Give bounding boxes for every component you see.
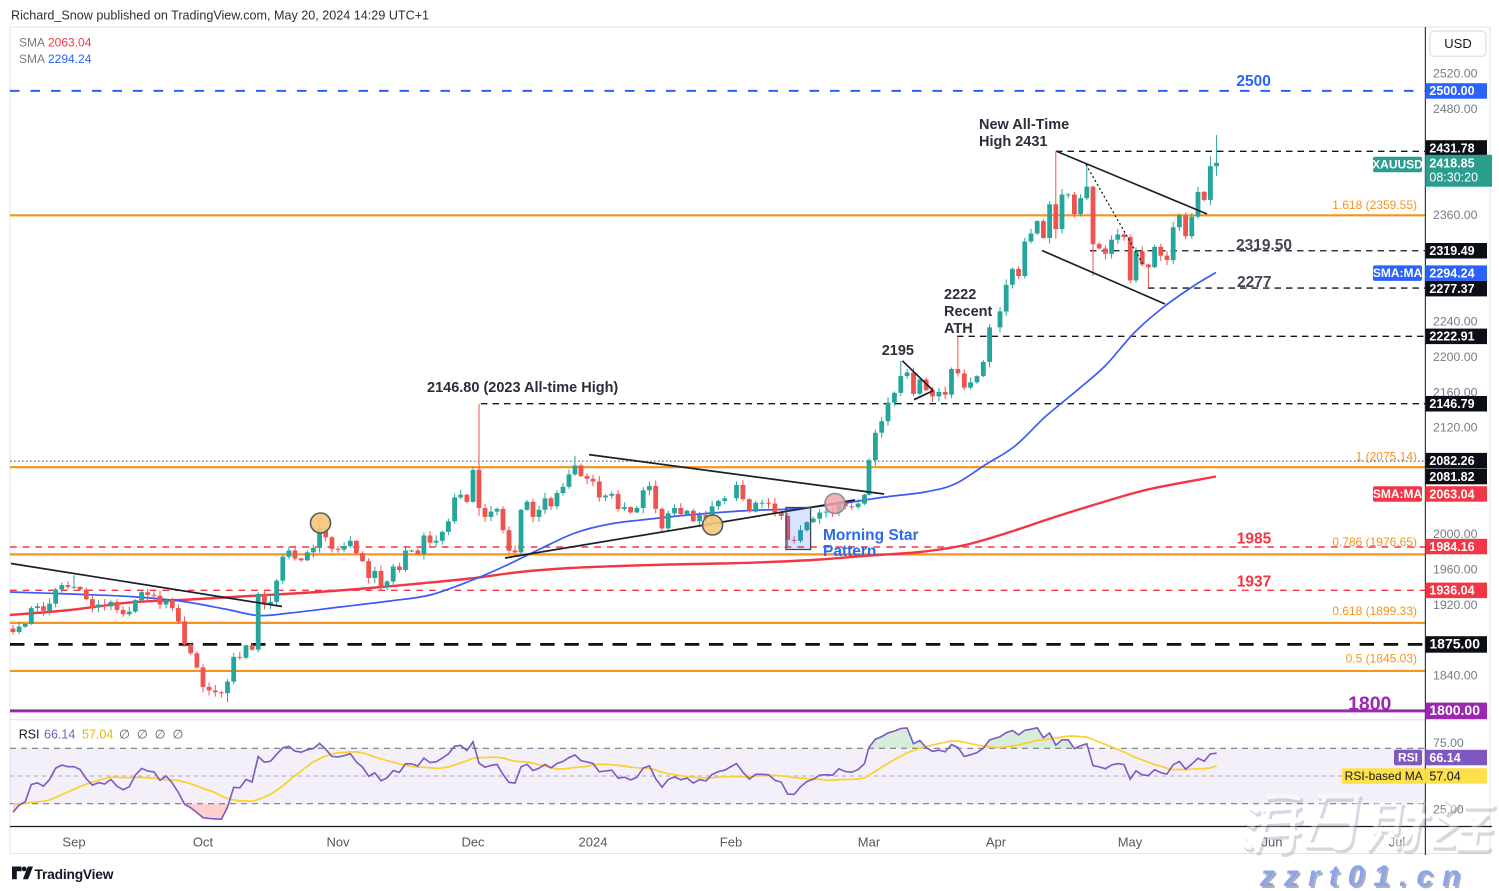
svg-text:ATH: ATH — [944, 321, 973, 337]
svg-text:SMA: SMA — [19, 36, 45, 50]
svg-text:XAUUSD: XAUUSD — [1372, 158, 1423, 172]
svg-text:0.618 (1899.33): 0.618 (1899.33) — [1332, 604, 1417, 618]
svg-text:2195: 2195 — [882, 343, 914, 359]
svg-text:1937: 1937 — [1237, 574, 1271, 591]
svg-text:1875.00: 1875.00 — [1429, 636, 1480, 652]
svg-text:0.5 (1845.03): 0.5 (1845.03) — [1346, 652, 1417, 666]
svg-text:1840.00: 1840.00 — [1433, 669, 1478, 683]
svg-text:57.04: 57.04 — [1429, 769, 1460, 783]
svg-text:RSI: RSI — [1398, 751, 1418, 765]
svg-text:2000.00: 2000.00 — [1433, 527, 1478, 541]
svg-text:66.14: 66.14 — [44, 728, 75, 742]
svg-text:1.618 (2359.55): 1.618 (2359.55) — [1332, 198, 1417, 212]
svg-text:zzrt01.cn: zzrt01.cn — [1261, 862, 1471, 891]
svg-text:2418.85: 2418.85 — [1429, 157, 1474, 171]
svg-text:TradingView: TradingView — [35, 867, 114, 882]
svg-text:1960.00: 1960.00 — [1433, 562, 1478, 576]
svg-text:2294.24: 2294.24 — [1429, 266, 1474, 280]
svg-text:2319.50: 2319.50 — [1236, 237, 1292, 254]
svg-text:RSI-based MA: RSI-based MA — [1345, 769, 1423, 783]
svg-text:2082.26: 2082.26 — [1429, 454, 1474, 468]
svg-text:Recent: Recent — [944, 304, 993, 320]
svg-text:2431.78: 2431.78 — [1429, 141, 1474, 155]
svg-text:08:30:20: 08:30:20 — [1429, 171, 1478, 185]
svg-text:25.00: 25.00 — [1433, 803, 1464, 817]
svg-text:1800.00: 1800.00 — [1429, 702, 1480, 718]
svg-text:High 2431: High 2431 — [979, 134, 1048, 150]
svg-text:2146.80 (2023 All-time High): 2146.80 (2023 All-time High) — [427, 380, 618, 396]
svg-text:Oct: Oct — [193, 835, 214, 850]
svg-text:Apr: Apr — [986, 835, 1007, 850]
svg-text:2222: 2222 — [944, 287, 976, 303]
svg-text:USD: USD — [1444, 36, 1471, 51]
svg-text:57.04: 57.04 — [82, 728, 113, 742]
svg-text:2294.24: 2294.24 — [48, 52, 92, 66]
svg-text:2500: 2500 — [1236, 73, 1270, 90]
svg-text:66.14: 66.14 — [1429, 751, 1460, 765]
svg-text:Jul: Jul — [1389, 835, 1406, 850]
svg-text:Feb: Feb — [720, 835, 742, 850]
svg-text:1800: 1800 — [1348, 693, 1392, 715]
svg-text:1936.04: 1936.04 — [1429, 584, 1474, 598]
svg-text:RSI: RSI — [19, 728, 40, 742]
svg-text:0.786 (1976.65): 0.786 (1976.65) — [1332, 535, 1417, 549]
svg-text:May: May — [1118, 835, 1143, 850]
svg-text:2063.04: 2063.04 — [48, 36, 92, 50]
svg-text:1984.16: 1984.16 — [1429, 540, 1474, 554]
svg-text:2146.79: 2146.79 — [1429, 397, 1474, 411]
svg-text:2520.00: 2520.00 — [1433, 67, 1478, 81]
svg-text:2319.49: 2319.49 — [1429, 244, 1474, 258]
svg-text:Mar: Mar — [858, 835, 881, 850]
svg-text:2024: 2024 — [579, 835, 608, 850]
svg-text:1 (2075.14): 1 (2075.14) — [1356, 450, 1417, 464]
svg-text:2160.00: 2160.00 — [1433, 385, 1478, 399]
svg-text:2081.82: 2081.82 — [1429, 470, 1474, 484]
svg-text:75.00: 75.00 — [1433, 736, 1464, 750]
svg-text:2222.91: 2222.91 — [1429, 330, 1474, 344]
svg-text:1985: 1985 — [1237, 531, 1272, 548]
svg-text:2480.00: 2480.00 — [1433, 102, 1478, 116]
svg-text:2063.04: 2063.04 — [1429, 487, 1474, 501]
svg-text:2120.00: 2120.00 — [1433, 421, 1478, 435]
svg-text:SMA:MA: SMA:MA — [1373, 487, 1423, 501]
svg-text:SMA:MA: SMA:MA — [1373, 266, 1423, 280]
svg-text:Dec: Dec — [461, 835, 485, 850]
svg-text:Jun: Jun — [1262, 835, 1283, 850]
svg-text:2360.00: 2360.00 — [1433, 208, 1478, 222]
svg-text:Morning Star: Morning Star — [823, 527, 919, 544]
svg-text:SMA: SMA — [19, 52, 45, 66]
svg-text:Pattern: Pattern — [823, 543, 876, 560]
svg-text:Sep: Sep — [62, 835, 85, 850]
svg-text:2200.00: 2200.00 — [1433, 350, 1478, 364]
svg-text:Richard_Snow published on Trad: Richard_Snow published on TradingView.co… — [11, 9, 429, 23]
svg-text:Nov: Nov — [326, 835, 350, 850]
svg-text:1920.00: 1920.00 — [1433, 598, 1478, 612]
svg-text:2277: 2277 — [1237, 274, 1271, 291]
svg-text:New All-Time: New All-Time — [979, 117, 1069, 133]
svg-text:∅ ∅ ∅ ∅: ∅ ∅ ∅ ∅ — [119, 728, 184, 742]
svg-text:2500.00: 2500.00 — [1429, 84, 1474, 98]
svg-text:zzrt01.cn: zzrt01.cn — [1259, 860, 1469, 891]
svg-text:2277.37: 2277.37 — [1429, 282, 1474, 296]
svg-text:2240.00: 2240.00 — [1433, 314, 1478, 328]
